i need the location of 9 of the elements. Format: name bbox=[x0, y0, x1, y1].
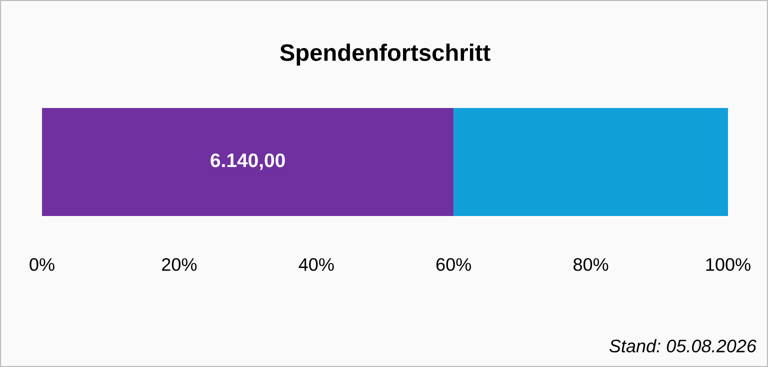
x-tick-label: 0% bbox=[30, 258, 54, 271]
x-tick-label: 40% bbox=[298, 258, 334, 271]
chart-title: Spendenfortschritt bbox=[280, 44, 490, 66]
x-tick-label: 80% bbox=[574, 258, 608, 271]
x-tick-label: 100% bbox=[706, 258, 750, 271]
x-tick-label: 60% bbox=[436, 258, 472, 271]
x-tick-label: 20% bbox=[162, 258, 197, 271]
text: Stand: 05.08.2026 bbox=[609, 339, 756, 352]
annotation: 6.140,00 bbox=[210, 153, 285, 170]
